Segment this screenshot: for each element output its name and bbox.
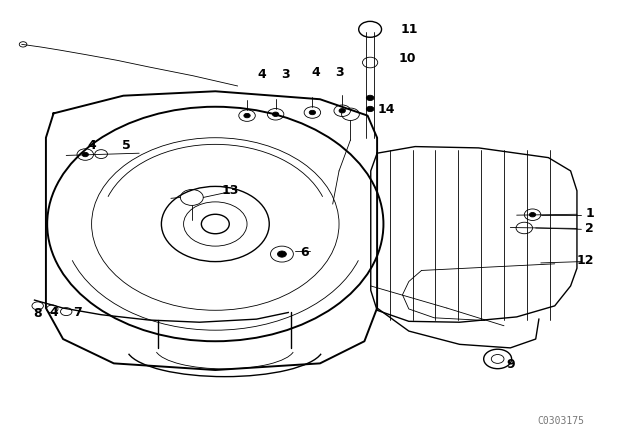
Text: 10: 10 — [399, 52, 416, 65]
Circle shape — [339, 108, 346, 113]
Circle shape — [309, 110, 316, 115]
Circle shape — [366, 95, 374, 100]
Circle shape — [366, 106, 374, 112]
Text: 6: 6 — [300, 246, 308, 259]
Circle shape — [278, 251, 286, 257]
Text: 8: 8 — [33, 307, 42, 320]
Text: 11: 11 — [400, 23, 417, 36]
Circle shape — [273, 112, 279, 116]
Text: 4: 4 — [49, 306, 58, 319]
Circle shape — [244, 113, 250, 118]
Circle shape — [82, 152, 88, 157]
Text: 9: 9 — [506, 358, 515, 371]
Text: 3: 3 — [335, 66, 343, 79]
Text: 14: 14 — [378, 103, 396, 116]
Circle shape — [202, 214, 229, 234]
Text: 5: 5 — [122, 139, 131, 152]
Circle shape — [529, 212, 536, 217]
Text: 4: 4 — [311, 66, 320, 79]
Text: 4: 4 — [257, 68, 266, 81]
Text: 3: 3 — [281, 68, 289, 81]
Text: 12: 12 — [577, 254, 594, 267]
Text: 13: 13 — [221, 184, 239, 197]
Text: 1: 1 — [585, 207, 594, 220]
Text: 2: 2 — [585, 222, 594, 235]
Text: 4: 4 — [87, 139, 96, 152]
Text: 7: 7 — [73, 306, 82, 319]
Text: C0303175: C0303175 — [538, 416, 584, 426]
